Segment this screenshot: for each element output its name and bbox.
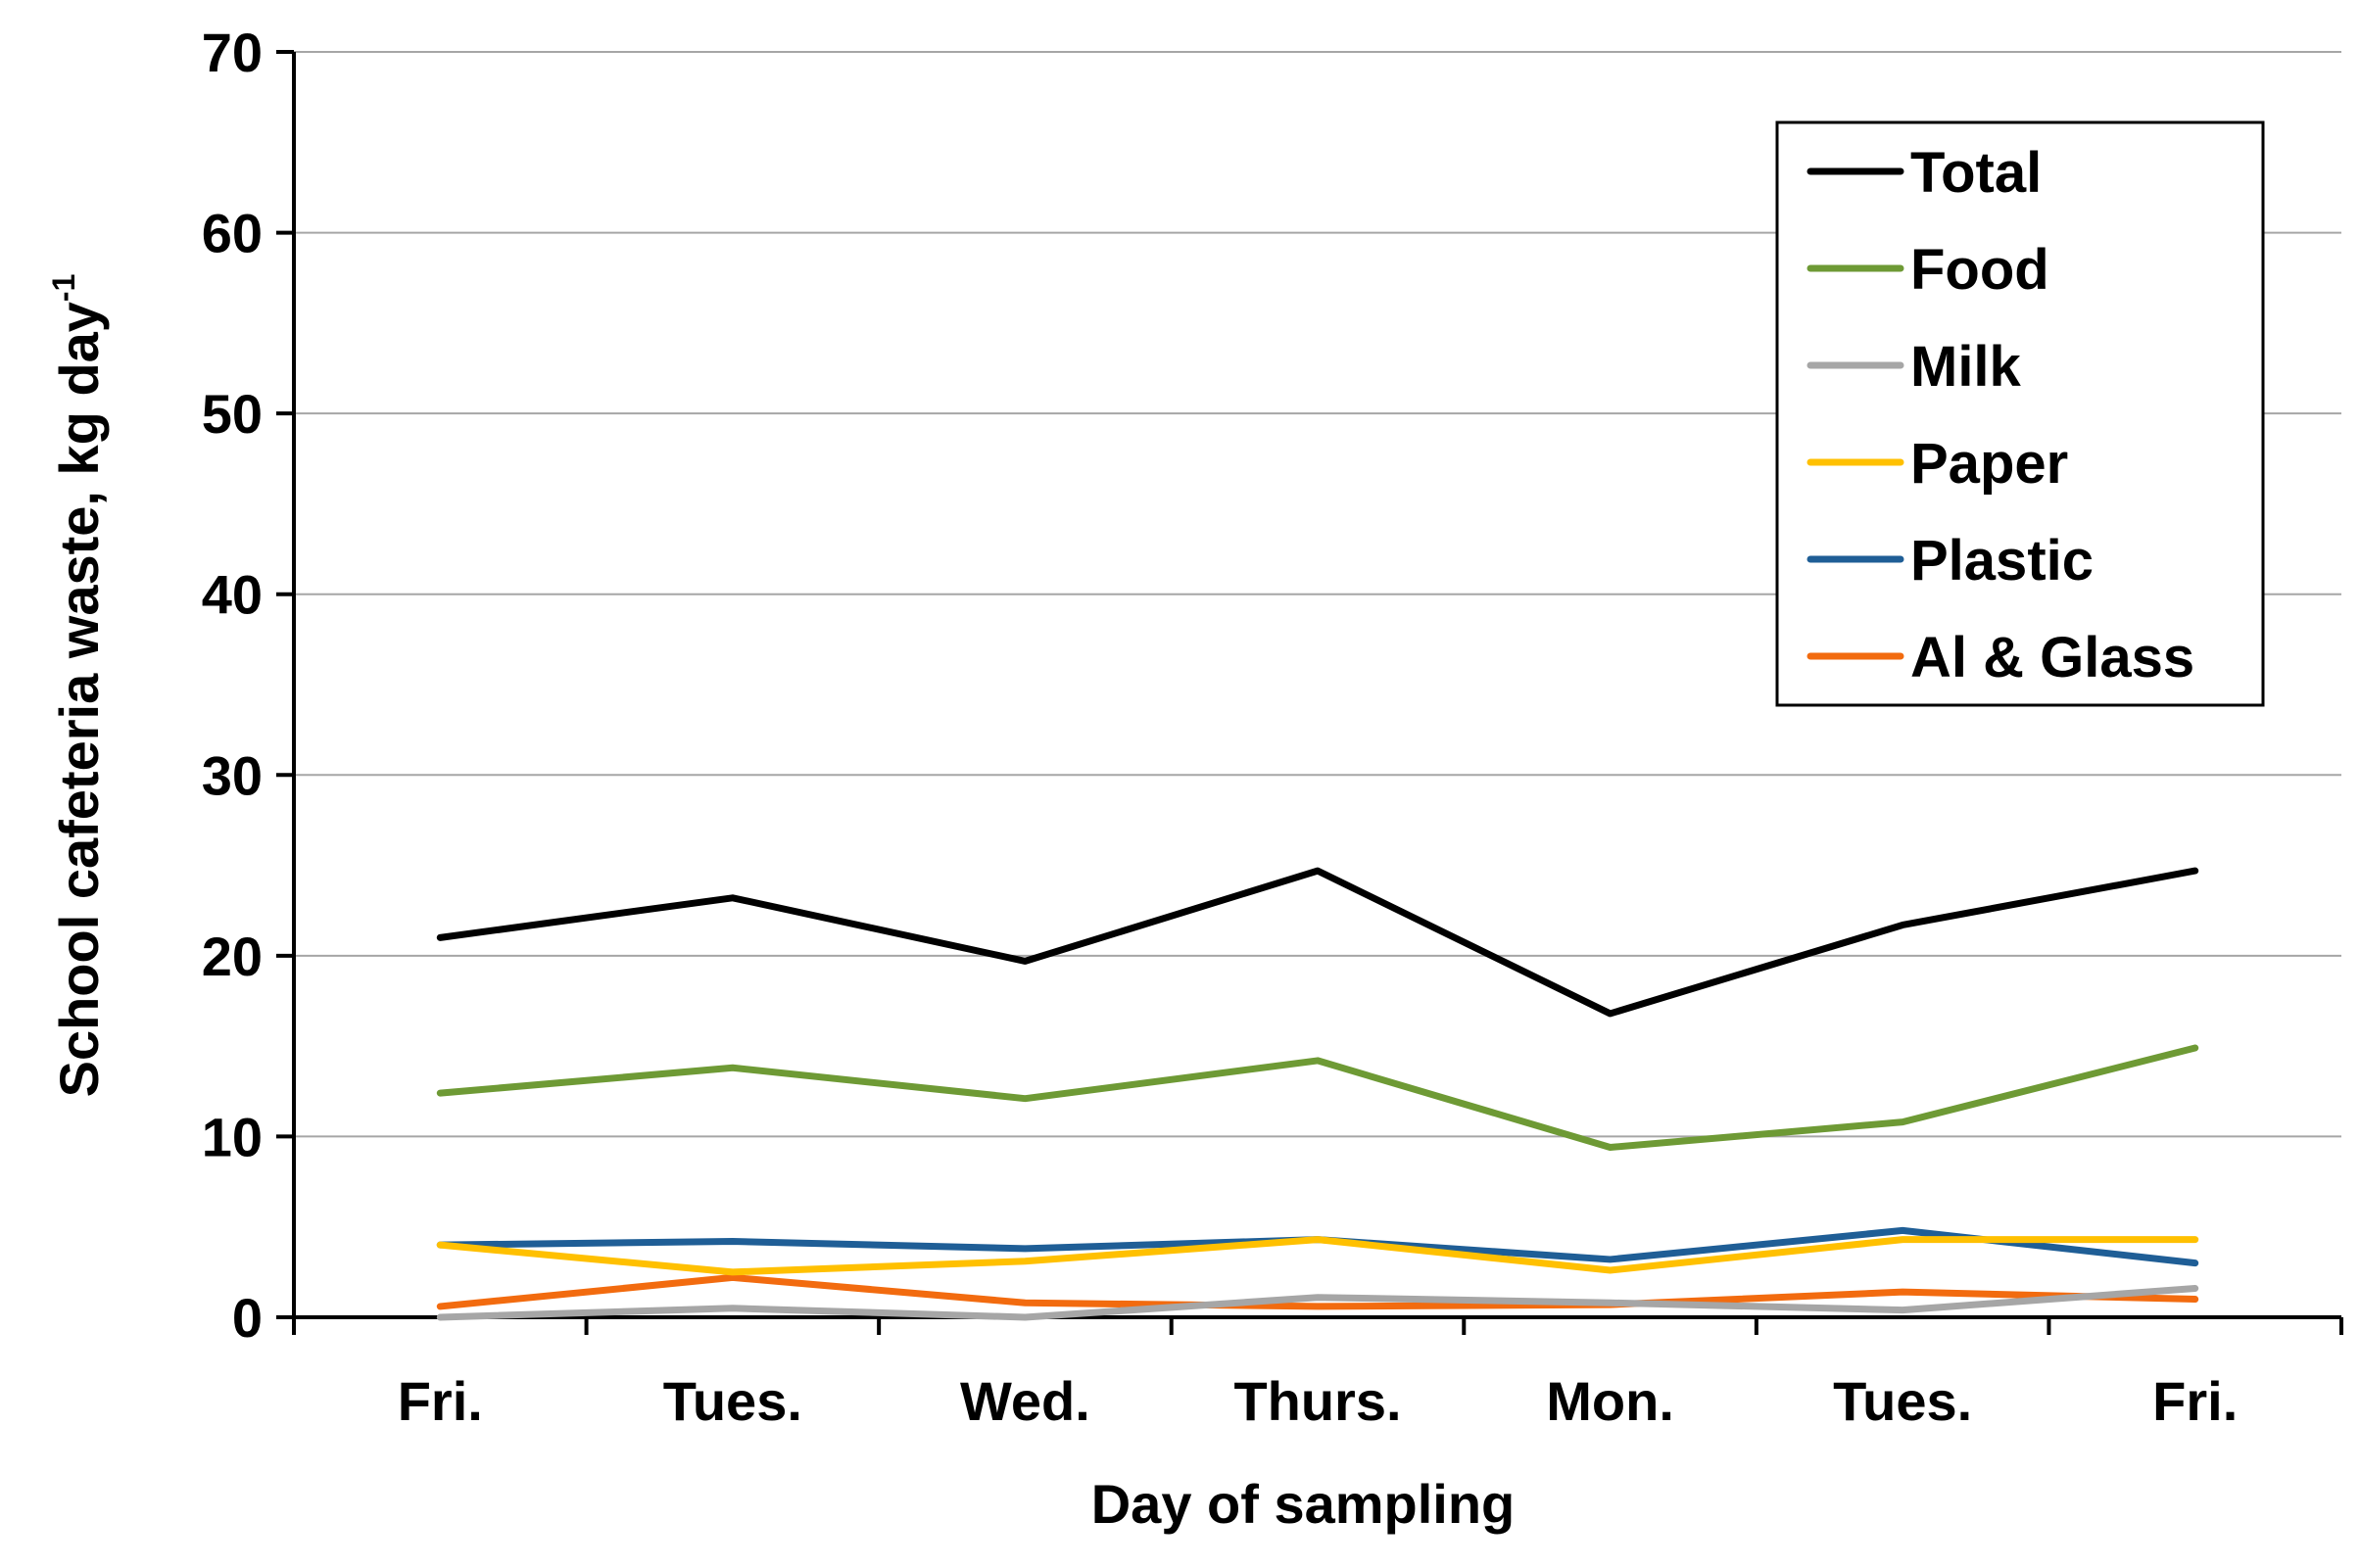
x-tick-label: Wed. bbox=[960, 1370, 1090, 1432]
legend-label-food: Food bbox=[1910, 238, 2049, 302]
y-tick-label: 40 bbox=[202, 564, 263, 626]
x-tick-label: Fri. bbox=[2152, 1370, 2238, 1432]
legend: Total Food Milk Paper Plastic Al & Glass bbox=[1775, 120, 2265, 707]
series-lines bbox=[436, 867, 2199, 1321]
axes bbox=[292, 52, 2341, 1319]
y-tick-label: 50 bbox=[202, 383, 263, 445]
y-tick-label: 60 bbox=[202, 203, 263, 264]
series-line-food bbox=[436, 1044, 2199, 1152]
x-tick-labels: Fri. Tues. Wed. Thurs. Mon. Tues. Fri. bbox=[292, 1317, 2343, 1432]
series-line-milk bbox=[436, 1284, 2199, 1321]
series-line-paper bbox=[436, 1236, 2199, 1276]
y-axis-title-superscript: -1 bbox=[46, 274, 81, 302]
series-line-plastic bbox=[436, 1226, 2199, 1267]
legend-label-plastic: Plastic bbox=[1910, 529, 2094, 593]
x-tick-label: Mon. bbox=[1546, 1370, 1674, 1432]
series-line-total bbox=[436, 867, 2199, 1018]
legend-label-al-glass: Al & Glass bbox=[1910, 626, 2194, 689]
x-tick-label: Fri. bbox=[398, 1370, 483, 1432]
y-tick-label: 0 bbox=[232, 1287, 263, 1349]
y-tick-labels: 0 10 20 30 40 50 60 70 bbox=[202, 22, 294, 1349]
y-axis-title: School cafeteria waste, kg day-1 bbox=[46, 274, 110, 1098]
y-tick-label: 70 bbox=[202, 22, 263, 83]
y-tick-label: 20 bbox=[202, 926, 263, 987]
x-tick-label: Tues. bbox=[1833, 1370, 1972, 1432]
x-tick-label: Tues. bbox=[663, 1370, 802, 1432]
series-line-al-glass bbox=[436, 1273, 2199, 1310]
legend-label-total: Total bbox=[1910, 141, 2042, 205]
legend-label-paper: Paper bbox=[1910, 432, 2068, 496]
legend-label-milk: Milk bbox=[1910, 335, 2022, 399]
gridlines bbox=[294, 51, 2341, 1138]
y-tick-label: 30 bbox=[202, 744, 263, 806]
x-axis-title: Day of sampling bbox=[1091, 1473, 1516, 1535]
x-tick-label: Thurs. bbox=[1233, 1370, 1401, 1432]
y-tick-label: 10 bbox=[202, 1106, 263, 1167]
legend-box bbox=[1775, 120, 2265, 707]
y-axis-title-main: School cafeteria waste, kg day bbox=[48, 302, 110, 1097]
